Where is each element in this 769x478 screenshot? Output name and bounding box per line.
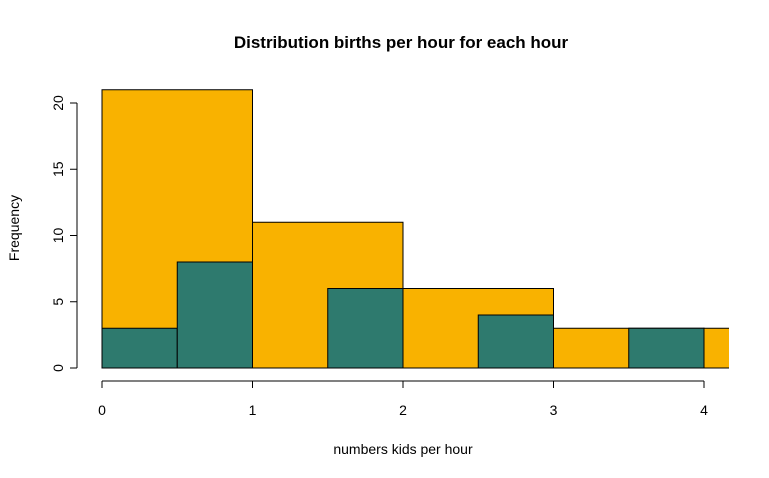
bar-series-1-bin-3 <box>327 288 404 369</box>
bar-series-1-bin-0 <box>101 327 178 369</box>
y-axis-label: Frequency <box>6 195 22 261</box>
x-tick-label: 4 <box>700 402 708 418</box>
x-tick-label: 3 <box>550 402 558 418</box>
bars-group <box>101 89 729 369</box>
bar-series-0-bin-4 <box>703 327 729 369</box>
chart-title: Distribution births per hour for each ho… <box>234 33 569 52</box>
x-tick-label: 0 <box>98 402 106 418</box>
y-tick-label: 15 <box>50 161 66 177</box>
y-tick-label: 5 <box>50 298 66 306</box>
bar-series-1-bin-1 <box>176 261 253 369</box>
x-tick-label: 2 <box>399 402 407 418</box>
y-tick-label: 0 <box>50 364 66 372</box>
bar-series-1-bin-5 <box>477 314 554 369</box>
x-axis-label: numbers kids per hour <box>333 441 473 457</box>
x-tick-label: 1 <box>249 402 257 418</box>
bar-series-1-bin-7 <box>628 327 705 369</box>
y-tick-label: 20 <box>50 95 66 111</box>
axes-group: 0 1 2 3 4 0 5 10 15 20 <box>50 95 708 418</box>
y-tick-label: 10 <box>50 228 66 244</box>
